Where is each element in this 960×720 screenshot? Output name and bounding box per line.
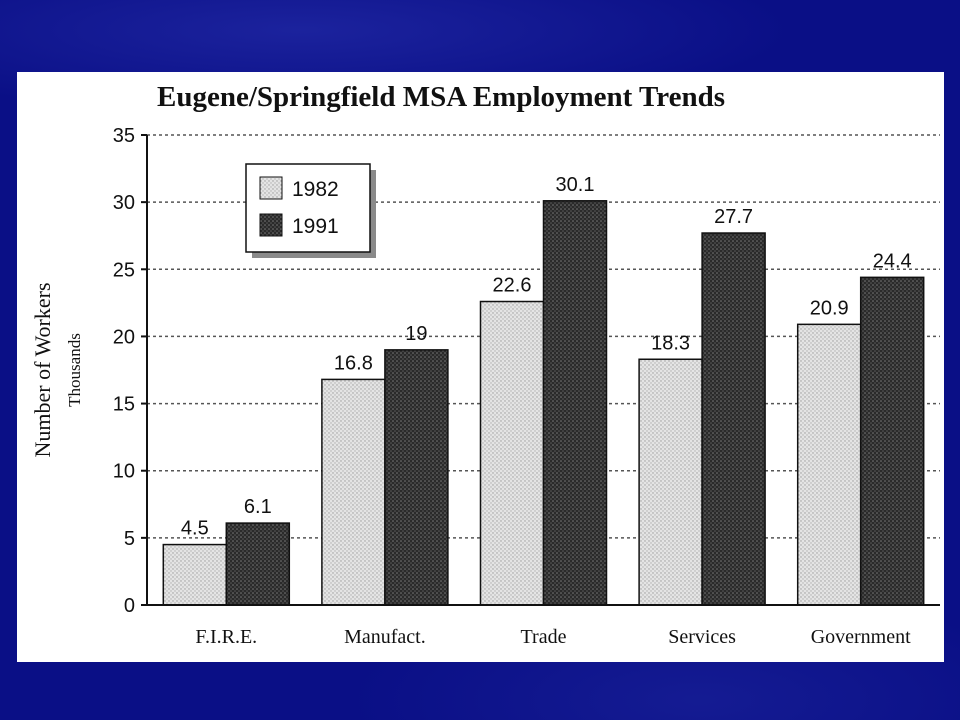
value-label-1982-1: 16.8 <box>334 352 373 374</box>
bar-1982-4 <box>796 323 862 606</box>
y-tick-label: 10 <box>113 461 135 483</box>
y-tick-label: 35 <box>113 125 135 147</box>
value-labels: 4.5 6.1 16.8 19 22.6 30.1 18.3 27.7 20.9 24.4 <box>181 174 912 540</box>
bar-1991-0 <box>225 522 291 606</box>
y-tick-label: 15 <box>113 394 135 416</box>
value-label-1991-0: 6.1 <box>244 496 272 518</box>
y-tick-label: 0 <box>124 595 135 617</box>
category-label-3: Services <box>668 626 736 648</box>
value-label-1982-4: 20.9 <box>810 297 849 319</box>
bars <box>162 200 925 606</box>
bar-1991-1 <box>384 349 449 606</box>
legend-swatch-1982 <box>259 176 283 200</box>
value-label-1991-4: 24.4 <box>873 250 912 272</box>
legend: 1982 1991 <box>245 163 376 258</box>
y-tick-label: 25 <box>113 259 135 281</box>
category-label-4: Government <box>811 626 911 648</box>
category-label-0: F.I.R.E. <box>195 626 257 648</box>
value-label-1991-3: 27.7 <box>714 206 753 228</box>
bar-1982-3 <box>638 358 703 606</box>
y-axis-ticks: 0 5 10 15 20 25 30 35 <box>113 125 147 617</box>
category-label-1: Manufact. <box>344 626 426 648</box>
value-label-1982-2: 22.6 <box>493 275 532 297</box>
chart-title: Eugene/Springfield MSA Employment Trends <box>157 81 725 113</box>
bar-1982-1 <box>321 378 386 606</box>
category-label-2: Trade <box>521 626 567 648</box>
value-label-1982-0: 4.5 <box>181 518 209 540</box>
value-label-1982-3: 18.3 <box>651 332 690 354</box>
bar-1982-0 <box>162 543 228 606</box>
y-axis-sublabel: Thousands <box>65 333 84 407</box>
bar-1991-2 <box>542 200 608 606</box>
y-tick-label: 30 <box>113 192 135 214</box>
bar-1991-3 <box>701 232 766 606</box>
value-label-1991-2: 30.1 <box>556 174 595 196</box>
legend-label-1991: 1991 <box>292 215 339 238</box>
legend-swatch-1991 <box>259 213 283 237</box>
y-axis-label: Number of Workers <box>30 282 55 457</box>
bar-1982-2 <box>479 300 545 606</box>
legend-label-1982: 1982 <box>292 178 339 201</box>
x-axis-labels: F.I.R.E. Manufact. Trade Services Government <box>195 626 911 648</box>
y-tick-label: 5 <box>124 528 135 550</box>
y-tick-label: 20 <box>113 326 135 348</box>
bar-1991-4 <box>859 276 925 606</box>
value-label-1991-1: 19 <box>405 323 427 345</box>
